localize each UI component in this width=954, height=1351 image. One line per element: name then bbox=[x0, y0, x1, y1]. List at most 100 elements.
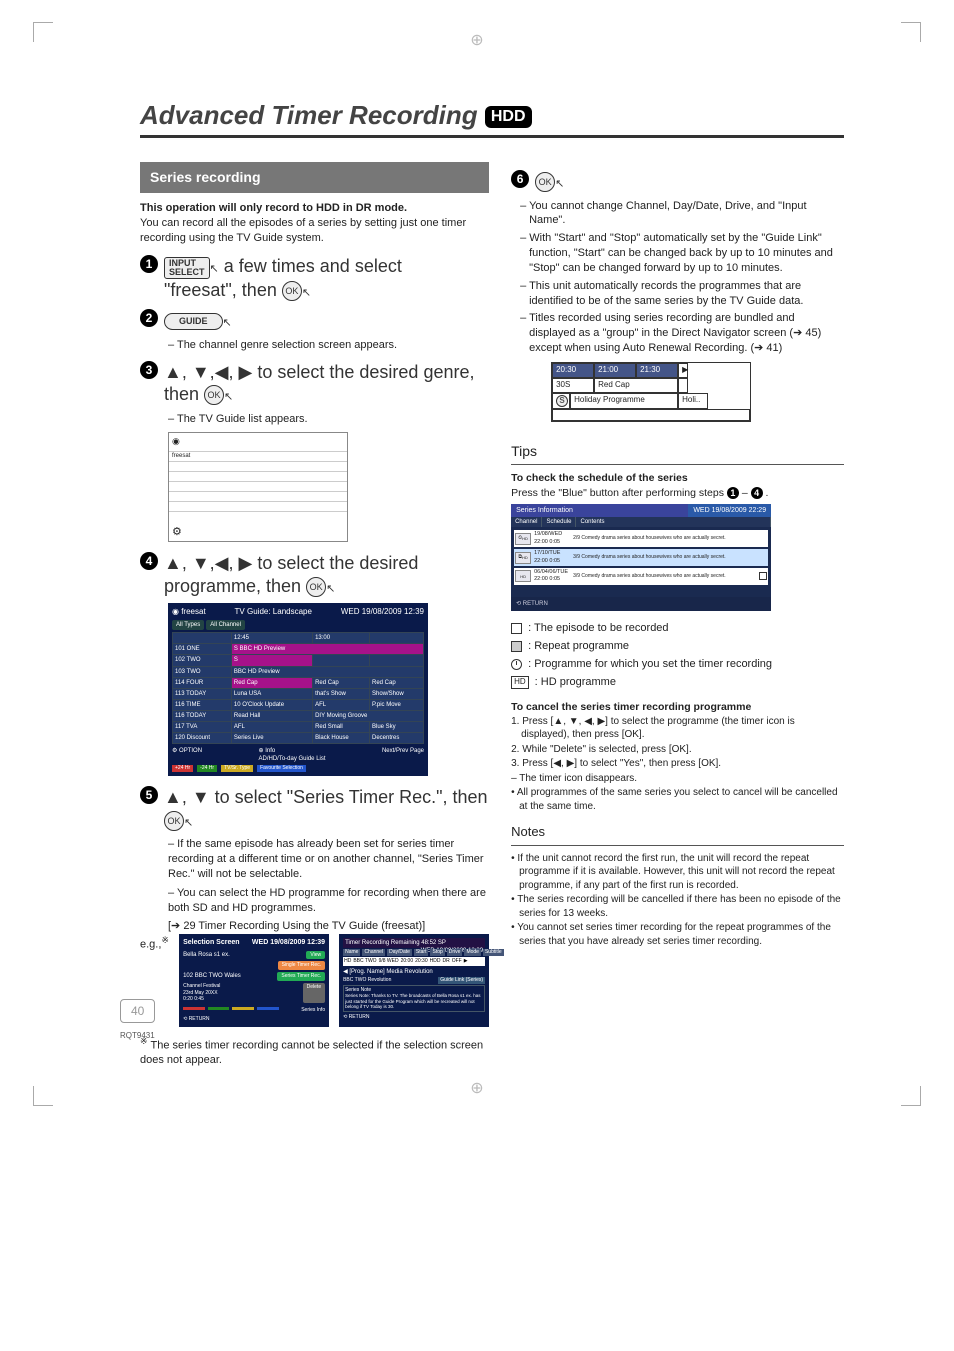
sel-ch-label: Channel Festival 23rd May 20XX 0:20 0:45 bbox=[183, 983, 299, 1003]
step-number: 6 bbox=[511, 170, 529, 188]
epg-time: 21:00 bbox=[594, 363, 636, 378]
si-desc: 2/9 Comedy drama series about housewives… bbox=[573, 536, 767, 542]
clock-icon bbox=[511, 659, 522, 670]
si-desc: 3/9 Comedy drama series about housewives… bbox=[573, 574, 756, 580]
crop-mark bbox=[901, 1086, 921, 1106]
si-time: 22:00 0:05 bbox=[534, 576, 560, 582]
bullet: – With "Start" and "Stop" automatically … bbox=[529, 231, 844, 276]
legend-text: : The episode to be recorded bbox=[528, 621, 668, 636]
tg-ch: 117 TVA bbox=[173, 722, 232, 733]
step-number: 5 bbox=[140, 786, 158, 804]
step-3: 3 ▲, ▼,◀, ▶ to select the desired genre,… bbox=[140, 361, 489, 406]
epg-cell: Holi.. bbox=[678, 393, 708, 409]
step-text: "freesat", then bbox=[164, 280, 282, 300]
crop-mark bbox=[33, 1086, 53, 1106]
si-date: 06/04/06/TUE bbox=[534, 569, 568, 575]
tg-ch: 101 ONE bbox=[173, 644, 232, 655]
tg-tab: All Types bbox=[172, 620, 204, 630]
tg-table: 12:4513:00 101 ONES BBC HD Preview 102 T… bbox=[172, 632, 424, 744]
bullet: – Titles recorded using series recording… bbox=[529, 311, 844, 356]
si-title: Series Information bbox=[511, 504, 688, 517]
th: Channel bbox=[362, 949, 385, 956]
tg-ch: 102 TWO bbox=[173, 655, 232, 666]
si-tab: Channel bbox=[511, 517, 542, 527]
th: Drive bbox=[447, 949, 463, 956]
tg-tab: All Channel bbox=[206, 620, 245, 630]
step-1: 1 INPUTSELECT↖ a few times and select "f… bbox=[140, 255, 489, 301]
sel-time: WED 19/08/2009 12:39 bbox=[252, 938, 325, 947]
tg-ch: 103 TWO bbox=[173, 666, 232, 677]
period: . bbox=[766, 487, 769, 499]
timer-rec-screen: Timer Recording Remaining 48:52 SP WED 1… bbox=[339, 934, 489, 1026]
hd-text: HD bbox=[520, 574, 526, 579]
th: Start bbox=[414, 949, 429, 956]
doc-id: RQT9431 bbox=[120, 1031, 155, 1040]
si-foot: ⟲ RETURN bbox=[511, 597, 771, 611]
step-body: ▲, ▼,◀, ▶ to select the desired genre, t… bbox=[164, 361, 489, 406]
tvguide-screenshot: ◉ freesat TV Guide: Landscape WED 19/08/… bbox=[168, 603, 428, 776]
tg-cell: DIY Moving Groove bbox=[313, 710, 424, 721]
num-item: 1. Press [▲, ▼, ◀, ▶] to select the prog… bbox=[521, 715, 844, 742]
tips-text-inner: Press the "Blue" button after performing… bbox=[511, 487, 727, 499]
step-2: 2 GUIDE↖ bbox=[140, 309, 489, 332]
t-note: Series Note: Thanks to TV. The broadcast… bbox=[345, 993, 483, 1009]
th: Stop bbox=[430, 949, 444, 956]
cursor-icon: ↖ bbox=[224, 391, 233, 405]
cursor-icon: ↖ bbox=[302, 287, 311, 301]
footnote-text: The series timer recording cannot be sel… bbox=[140, 1039, 483, 1066]
ref-step: 1 bbox=[727, 487, 739, 499]
step-number: 1 bbox=[140, 255, 158, 273]
tg-cell: BBC HD Preview bbox=[231, 666, 423, 677]
epg-cell: Red Cap bbox=[594, 378, 678, 393]
epg-time: 20:30 bbox=[552, 363, 594, 378]
tc: ▶ bbox=[464, 958, 468, 965]
tg-cell: Blue Sky bbox=[369, 722, 423, 733]
title-text: Advanced Timer Recording bbox=[140, 100, 478, 130]
tg-col: 12:45 bbox=[231, 633, 312, 644]
ok-button: OK bbox=[282, 281, 302, 301]
legend-text: : Repeat programme bbox=[528, 639, 629, 654]
tips-rule bbox=[511, 464, 844, 465]
t-title: Timer Recording Remaining 48:52 SP bbox=[345, 940, 446, 946]
checkbox-icon bbox=[759, 572, 767, 580]
si-time: 22:00 0:05 bbox=[534, 539, 560, 545]
series-icon: S bbox=[556, 395, 568, 407]
tg-cell: Show/Show bbox=[369, 688, 423, 699]
arrows: ▲, ▼ bbox=[164, 787, 210, 807]
legend-text: : HD programme bbox=[535, 675, 616, 690]
si-body: ⏲HD 19/08/WED22:00 0:05 2/9 Comedy drama… bbox=[511, 527, 771, 597]
cursor-icon: ↖ bbox=[210, 263, 219, 277]
series-info-screenshot: Series Information WED 19/08/2009 22:29 … bbox=[511, 504, 771, 612]
tg-ch: 116 TIME bbox=[173, 699, 232, 710]
tg-cell: Black House bbox=[313, 733, 370, 744]
step-text: to select "Series Timer Rec.", then bbox=[215, 787, 488, 807]
step-note: [➔ 29 Timer Recording Using the TV Guide… bbox=[168, 919, 489, 934]
t-prog: BBC TWO Revolution bbox=[343, 977, 391, 984]
genre-screen-placeholder: ◉freesat ⚙ bbox=[168, 432, 348, 542]
step-5: 5 ▲, ▼ to select "Series Timer Rec.", th… bbox=[140, 786, 489, 831]
tg-cell: Red Small bbox=[313, 722, 370, 733]
tg-ch: 114 FOUR bbox=[173, 677, 232, 688]
crop-mark bbox=[33, 22, 53, 42]
tg-cell: Series Live bbox=[231, 733, 312, 744]
hd-text: HD bbox=[522, 555, 528, 560]
cursor-icon: ↖ bbox=[326, 583, 335, 597]
step-note: – The TV Guide list appears. bbox=[168, 412, 489, 427]
return-label: RETURN bbox=[523, 601, 548, 607]
section-header: Series recording bbox=[140, 162, 489, 193]
tg-foot: Next/Prev Page bbox=[382, 747, 424, 763]
input-select-button: INPUTSELECT bbox=[164, 257, 210, 279]
epg-mini: 20:30 21:00 21:30 ▶ 30S Red Cap S Holida… bbox=[551, 362, 751, 422]
tg-cell: Red Cap bbox=[369, 677, 423, 688]
registration-mark: ⊕ bbox=[470, 30, 483, 50]
crop-mark bbox=[901, 22, 921, 42]
ok-button: OK bbox=[535, 172, 555, 192]
tg-ch: 120 Discount bbox=[173, 733, 232, 744]
step-text: a few times and select bbox=[224, 256, 402, 276]
example-row: e.g.,※ Selection ScreenWED 19/08/2009 12… bbox=[140, 934, 489, 1026]
delete-btn: Delete bbox=[303, 983, 325, 1003]
step-body: ▲, ▼,◀, ▶ to select the desired programm… bbox=[164, 552, 489, 597]
step-6: 6 OK↖ bbox=[511, 170, 844, 193]
legend-text: : Programme for which you set the timer … bbox=[528, 657, 772, 672]
step-number: 2 bbox=[140, 309, 158, 327]
